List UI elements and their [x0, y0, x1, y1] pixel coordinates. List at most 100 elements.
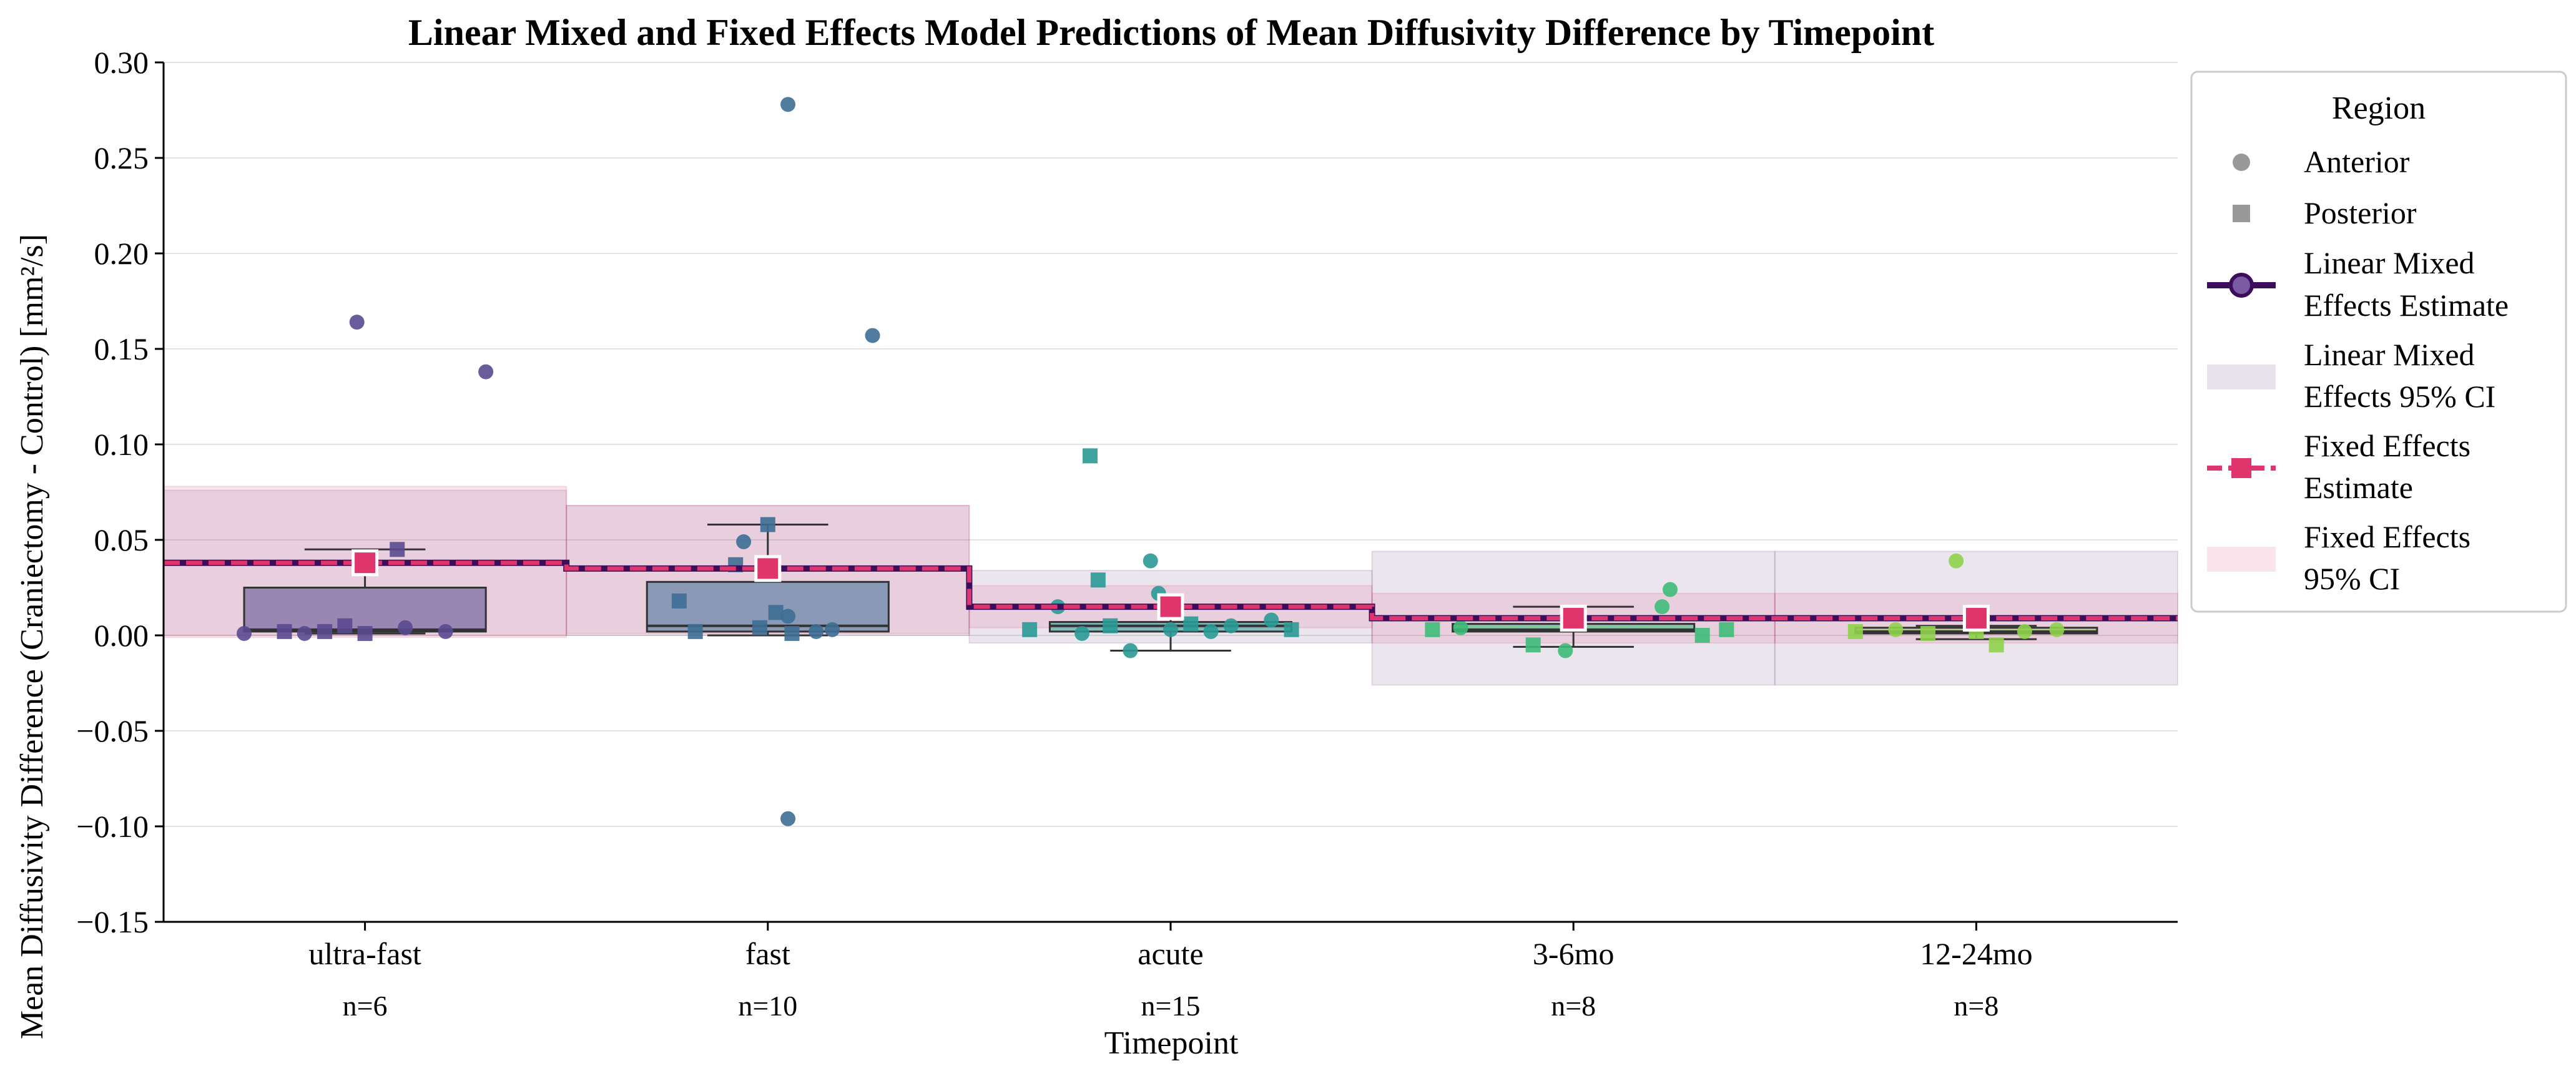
fe-estimate-marker — [1560, 604, 1587, 632]
y-tick-label: 0.25 — [94, 140, 149, 175]
point-posterior — [390, 542, 405, 557]
point-posterior — [1989, 637, 2004, 653]
n-label: n=8 — [1551, 990, 1596, 1022]
point-anterior — [1123, 643, 1138, 658]
x-tick-label: acute — [1138, 936, 1203, 971]
point-posterior — [277, 624, 292, 639]
legend-lme-marker — [2229, 273, 2254, 298]
legend-title: Region — [2332, 90, 2426, 126]
point-anterior — [1453, 620, 1468, 635]
point-anterior — [2049, 622, 2065, 637]
y-tick-label: −0.15 — [76, 904, 149, 939]
point-posterior — [1103, 618, 1118, 633]
legend-posterior-marker — [2233, 205, 2250, 222]
x-tick-label: ultra-fast — [308, 936, 421, 971]
legend-anterior-marker — [2233, 154, 2250, 171]
n-label: n=6 — [343, 990, 388, 1022]
point-anterior — [865, 328, 880, 343]
point-anterior — [1558, 643, 1573, 658]
legend-fe-ci-swatch — [2207, 547, 2276, 572]
point-anterior — [825, 622, 840, 637]
grid-layer — [164, 62, 2178, 922]
legend-label: Effects 95% CI — [2304, 379, 2495, 414]
x-tick-label: 12-24mo — [1920, 936, 2033, 971]
point-anterior — [1223, 618, 1239, 633]
point-anterior — [2017, 624, 2032, 639]
point-posterior — [1284, 622, 1299, 637]
point-posterior — [1719, 622, 1734, 637]
point-anterior — [438, 624, 453, 639]
point-posterior — [337, 618, 353, 633]
point-anterior — [398, 620, 413, 635]
point-posterior — [671, 593, 687, 609]
point-posterior — [317, 624, 333, 639]
point-anterior — [1663, 582, 1678, 597]
legend-fe-marker — [2231, 458, 2251, 478]
y-tick-label: 0.15 — [94, 331, 149, 366]
point-posterior — [1525, 637, 1541, 653]
legend-label: Fixed Effects — [2304, 519, 2470, 554]
point-posterior — [357, 625, 373, 641]
y-tick-label: 0.10 — [94, 427, 149, 462]
fe-estimate-marker — [1962, 604, 1990, 632]
data-points — [237, 97, 2065, 826]
point-anterior — [780, 811, 796, 826]
y-tick-label: −0.05 — [76, 713, 149, 748]
y-tick-label: 0.20 — [94, 236, 149, 271]
legend-label: 95% CI — [2304, 561, 2400, 596]
x-axis-title: Timepoint — [1104, 1025, 1239, 1061]
point-anterior — [237, 625, 252, 641]
y-tick-label: 0.05 — [94, 522, 149, 557]
point-posterior — [752, 620, 767, 635]
y-tick-label: 0.30 — [94, 45, 149, 80]
point-posterior — [1920, 625, 1935, 641]
point-anterior — [349, 315, 365, 330]
ci-bands — [163, 486, 2179, 686]
point-posterior — [1022, 622, 1038, 637]
n-label: n=10 — [738, 990, 797, 1022]
point-anterior — [297, 625, 312, 641]
fe-estimate-marker — [351, 549, 379, 577]
legend-label: Fixed Effects — [2304, 428, 2470, 463]
legend-label: Linear Mixed — [2304, 245, 2475, 280]
point-posterior — [1694, 628, 1710, 643]
legend: Region Anterior Posterior Linear Mixed Effec… — [2190, 71, 2567, 613]
legend-label: Posterior — [2304, 195, 2417, 230]
y-tick-label: −0.10 — [76, 809, 149, 844]
point-anterior — [1888, 622, 1904, 637]
legend-lme-ci-swatch — [2207, 364, 2276, 389]
legend-label: Anterior — [2304, 144, 2410, 179]
point-anterior — [1203, 624, 1219, 639]
point-anterior — [1163, 622, 1178, 637]
point-posterior — [687, 624, 703, 639]
x-tick-label: fast — [745, 936, 790, 971]
n-label: n=8 — [1954, 990, 1998, 1022]
estimate-lines — [164, 549, 2178, 632]
point-anterior — [809, 624, 824, 639]
y-axis-title: Mean Diffusivity Difference (Craniectomy… — [14, 234, 50, 1039]
point-anterior — [780, 97, 796, 112]
point-anterior — [478, 364, 494, 379]
point-posterior — [1847, 624, 1863, 639]
point-posterior — [1183, 616, 1199, 632]
point-anterior — [1143, 553, 1158, 569]
legend-label: Linear Mixed — [2304, 337, 2475, 372]
legend-label: Effects Estimate — [2304, 288, 2509, 323]
point-posterior — [760, 517, 775, 532]
n-label: n=15 — [1141, 990, 1201, 1022]
x-tick-label: 3-6mo — [1533, 936, 1615, 971]
point-anterior — [1949, 553, 1964, 569]
point-anterior — [780, 609, 796, 624]
fe-estimate-marker — [754, 555, 782, 582]
box-rect — [646, 580, 890, 633]
fe-estimate-line — [164, 560, 2178, 620]
y-tick-label: 0.00 — [94, 618, 149, 653]
point-posterior — [1425, 622, 1440, 637]
point-posterior — [784, 625, 800, 641]
legend-label: Estimate — [2304, 470, 2413, 505]
chart-title: Linear Mixed and Fixed Effects Model Pre… — [408, 12, 1934, 53]
legend-box — [2190, 71, 2567, 613]
point-posterior — [1090, 572, 1106, 588]
point-anterior — [1074, 625, 1090, 641]
